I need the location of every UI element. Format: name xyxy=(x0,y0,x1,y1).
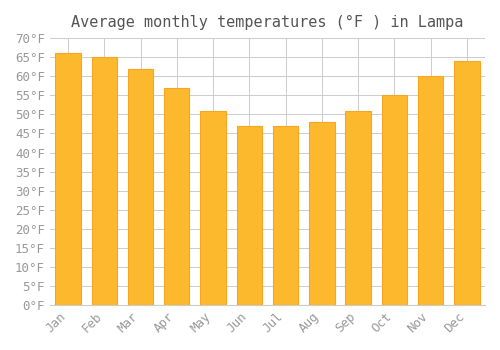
Bar xyxy=(128,69,153,305)
Bar xyxy=(164,88,190,305)
Title: Average monthly temperatures (°F ) in Lampa: Average monthly temperatures (°F ) in La… xyxy=(71,15,464,30)
Bar xyxy=(200,111,226,305)
Bar xyxy=(56,54,80,305)
Bar xyxy=(454,61,479,305)
Bar xyxy=(418,76,444,305)
Bar xyxy=(382,95,407,305)
Bar xyxy=(92,57,117,305)
Bar xyxy=(236,126,262,305)
Bar xyxy=(309,122,334,305)
Bar xyxy=(273,126,298,305)
Bar xyxy=(346,111,371,305)
